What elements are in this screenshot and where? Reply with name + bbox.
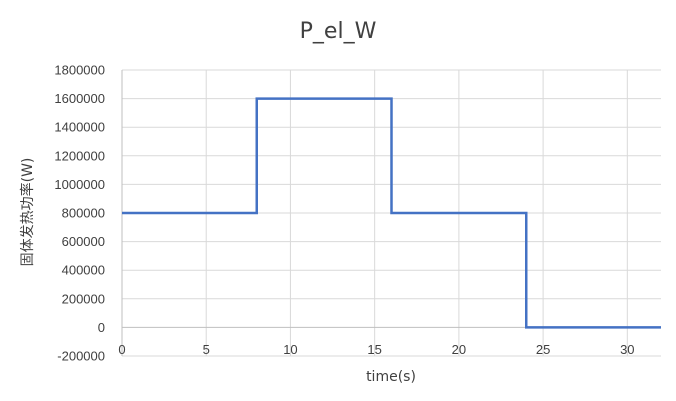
y-tick-labels: 1800000 1600000 1400000 1200000 1000000 80000…: [54, 63, 105, 364]
x-tick-label: 25: [536, 342, 550, 357]
chart-title: P_el_W: [300, 19, 377, 44]
series-group: [122, 97, 661, 329]
y-tick-label: 1400000: [54, 120, 105, 135]
y-tick-label: 600000: [62, 234, 105, 249]
y-tick-label: 200000: [62, 291, 105, 306]
x-tick-label: 5: [203, 342, 210, 357]
y-tick-label: 1600000: [54, 91, 105, 106]
x-tick-label: 10: [283, 342, 297, 357]
y-axis-label: 固体发热功率(W): [19, 158, 36, 267]
x-tick-labels: 0 5 10 15 20 25 30: [118, 342, 634, 357]
y-tick-label: -200000: [57, 349, 105, 364]
x-tick-label: 30: [620, 342, 634, 357]
y-tick-label: 800000: [62, 206, 105, 221]
series-line: [122, 97, 661, 329]
x-tick-label: 0: [118, 342, 125, 357]
y-tick-label: 400000: [62, 263, 105, 278]
y-tick-label: 1800000: [54, 63, 105, 78]
x-tick-label: 15: [367, 342, 381, 357]
y-tick-label: 1000000: [54, 177, 105, 192]
x-tick-label: 20: [452, 342, 466, 357]
y-tick-label: 0: [98, 320, 105, 335]
y-tick-label: 1200000: [54, 148, 105, 163]
x-axis-label: time(s): [366, 369, 416, 385]
